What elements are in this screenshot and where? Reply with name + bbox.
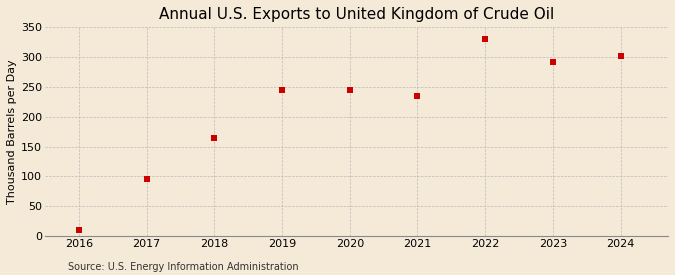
Point — [141, 177, 152, 181]
Point — [412, 94, 423, 99]
Point — [615, 54, 626, 58]
Point — [547, 60, 558, 65]
Point — [277, 88, 288, 92]
Point — [209, 135, 220, 140]
Text: Source: U.S. Energy Information Administration: Source: U.S. Energy Information Administ… — [68, 262, 298, 272]
Y-axis label: Thousand Barrels per Day: Thousand Barrels per Day — [7, 59, 17, 204]
Point — [480, 37, 491, 42]
Point — [74, 228, 84, 232]
Point — [344, 88, 355, 92]
Title: Annual U.S. Exports to United Kingdom of Crude Oil: Annual U.S. Exports to United Kingdom of… — [159, 7, 554, 22]
